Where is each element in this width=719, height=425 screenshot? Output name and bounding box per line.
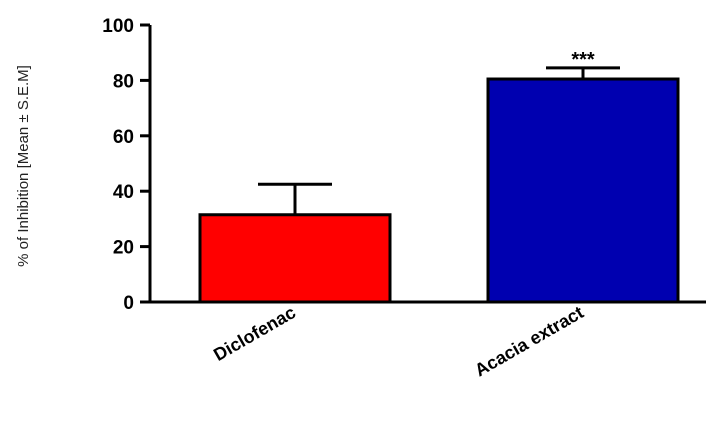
x-tick-label-acacia-extract: Acacia extract	[471, 302, 587, 380]
significance-label-acacia-extract: ***	[571, 49, 595, 71]
x-tick-label-diclofenac: Diclofenac	[210, 302, 299, 365]
y-tick-label-40: 40	[113, 182, 134, 203]
y-tick-label-60: 60	[113, 127, 134, 148]
y-axis-title: % of Inhibition [Mean ± S.E.M]	[15, 65, 32, 267]
bar-acacia-extract	[486, 77, 680, 304]
bar-diclofenac	[198, 213, 392, 304]
y-tick-label-20: 20	[113, 238, 134, 259]
y-tick-label-80: 80	[113, 71, 134, 92]
bars	[198, 66, 680, 304]
y-tick-label-100: 100	[102, 16, 134, 37]
y-tick-label-0: 0	[123, 293, 134, 314]
